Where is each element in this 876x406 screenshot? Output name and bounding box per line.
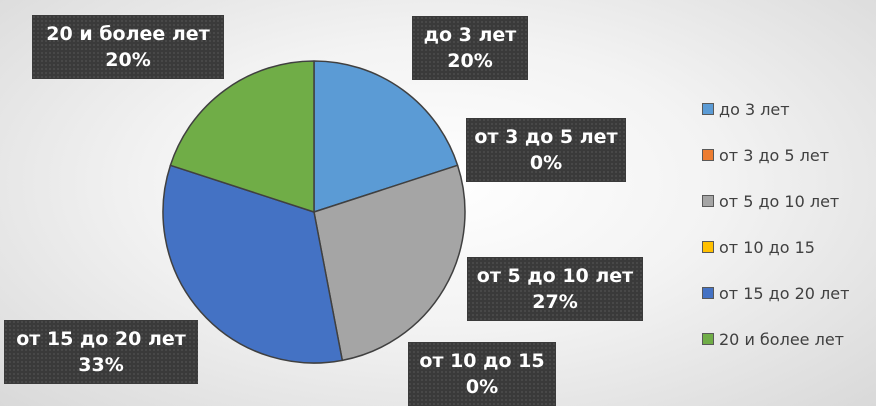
data-label-1-name: от 3 до 5 лет xyxy=(474,126,618,148)
legend-swatch xyxy=(702,103,714,115)
legend-item: от 10 до 15 xyxy=(702,224,874,270)
legend-label: от 15 до 20 лет xyxy=(719,283,850,303)
data-label-5-percent: 20% xyxy=(105,49,151,71)
legend-item: 20 и более лет xyxy=(702,316,874,362)
data-label-4: от 15 до 20 лет 33% xyxy=(4,320,198,384)
legend-label: до 3 лет xyxy=(719,99,790,119)
legend-label: от 5 до 10 лет xyxy=(719,191,840,211)
data-label-5: 20 и более лет 20% xyxy=(32,15,224,79)
data-label-5-name: 20 и более лет xyxy=(46,23,210,45)
legend-swatch xyxy=(702,149,714,161)
legend-label: от 10 до 15 xyxy=(719,237,815,257)
legend-swatch xyxy=(702,333,714,345)
pie-slice-5 xyxy=(169,60,315,213)
legend-label: 20 и более лет xyxy=(719,329,844,349)
data-label-1-percent: 0% xyxy=(529,152,563,174)
data-label-4-percent: 33% xyxy=(78,354,124,376)
legend-item: от 3 до 5 лет xyxy=(702,132,874,178)
legend-item: от 15 до 20 лет xyxy=(702,270,874,316)
legend-item: от 5 до 10 лет xyxy=(702,178,874,224)
legend-label: от 3 до 5 лет xyxy=(719,145,830,165)
pie-slice-4 xyxy=(162,164,344,364)
data-label-3: от 10 до 15 0% xyxy=(408,342,556,406)
legend-swatch xyxy=(702,241,714,253)
legend: до 3 лет от 3 до 5 лет от 5 до 10 лет от… xyxy=(702,86,874,362)
data-label-0-name: до 3 лет xyxy=(423,24,517,46)
data-label-0-percent: 20% xyxy=(447,50,493,72)
data-label-3-name: от 10 до 15 xyxy=(419,350,545,372)
pie-slice-0 xyxy=(313,60,459,213)
data-label-4-name: от 15 до 20 лет xyxy=(16,328,186,350)
legend-swatch xyxy=(702,195,714,207)
pie-slice-2 xyxy=(313,164,466,362)
data-label-3-percent: 0% xyxy=(465,376,499,398)
data-label-0: до 3 лет 20% xyxy=(412,16,528,80)
legend-swatch xyxy=(702,287,714,299)
data-label-2-percent: 27% xyxy=(532,291,578,313)
data-label-2: от 5 до 10 лет 27% xyxy=(467,257,643,321)
pie-slices xyxy=(162,60,466,364)
legend-item: до 3 лет xyxy=(702,86,874,132)
data-label-2-name: от 5 до 10 лет xyxy=(476,265,634,287)
data-label-1: от 3 до 5 лет 0% xyxy=(466,118,626,182)
